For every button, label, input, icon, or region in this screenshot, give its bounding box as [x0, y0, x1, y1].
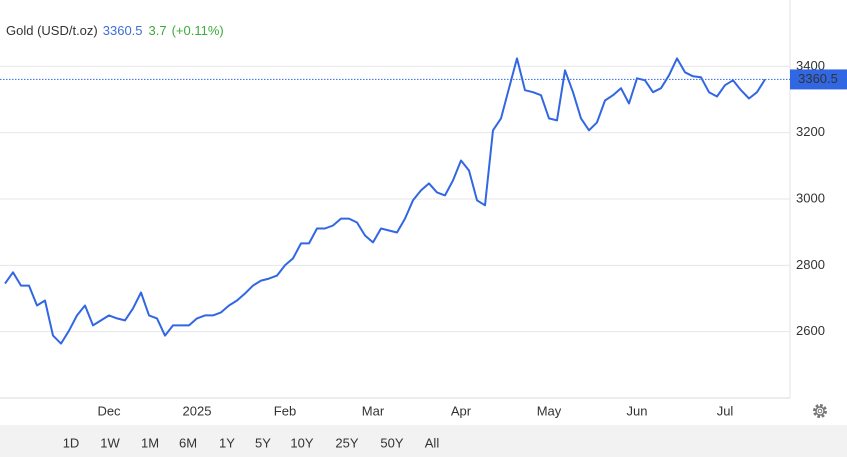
- y-tick-label: 3200: [796, 124, 825, 139]
- range-button[interactable]: 10Y: [290, 435, 313, 450]
- range-button[interactable]: 25Y: [335, 435, 358, 450]
- price-line: [4, 57, 766, 345]
- x-tick-label: Jun: [627, 403, 648, 418]
- header: Gold (USD/t.oz) 3360.5 3.7 (+0.11%): [6, 23, 224, 38]
- y-tick-label: 3400: [796, 58, 825, 73]
- settings-icon[interactable]: [813, 404, 827, 418]
- y-tick-label: 3000: [796, 190, 825, 205]
- x-tick-label: Jul: [717, 403, 734, 418]
- range-button[interactable]: 50Y: [380, 435, 403, 450]
- x-tick-label: Mar: [362, 403, 385, 418]
- last-price: 3360.5: [103, 23, 143, 38]
- x-tick-label: 2025: [183, 403, 212, 418]
- range-button[interactable]: 1W: [100, 435, 120, 450]
- instrument-name: Gold (USD/t.oz): [6, 23, 98, 38]
- price-change: 3.7: [149, 23, 167, 38]
- range-button[interactable]: 5Y: [255, 435, 271, 450]
- x-tick-label: Apr: [451, 403, 472, 418]
- range-bar: [0, 425, 847, 457]
- range-button[interactable]: 1D: [63, 435, 80, 450]
- x-tick-label: Dec: [97, 403, 121, 418]
- last-price-label: 3360.5: [798, 71, 838, 86]
- price-change-percent: (+0.11%): [172, 23, 224, 38]
- y-tick-label: 2800: [796, 257, 825, 272]
- y-tick-label: 2600: [796, 323, 825, 338]
- range-button[interactable]: 6M: [179, 435, 197, 450]
- range-button[interactable]: All: [425, 435, 440, 450]
- x-tick-label: Feb: [274, 403, 296, 418]
- last-price-badge: [790, 69, 847, 90]
- x-tick-label: May: [537, 403, 562, 418]
- range-button[interactable]: 1Y: [219, 435, 235, 450]
- range-button[interactable]: 1M: [141, 435, 159, 450]
